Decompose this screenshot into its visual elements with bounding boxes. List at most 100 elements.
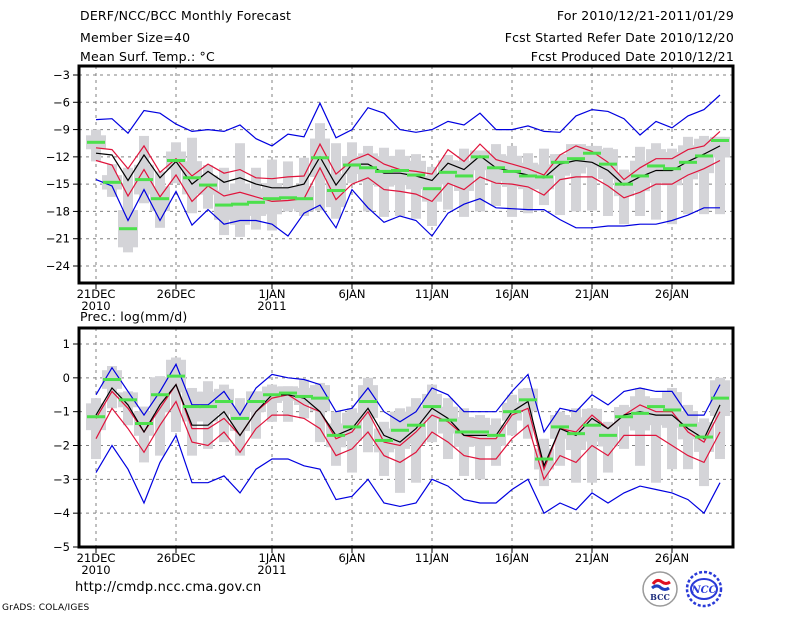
- member-marker: [407, 423, 425, 427]
- member-marker: [615, 182, 633, 186]
- member-marker: [503, 410, 521, 414]
- member-marker: [391, 428, 409, 432]
- member-marker: [327, 189, 345, 193]
- y-tick-label: −24: [46, 259, 70, 273]
- member-marker: [663, 167, 681, 171]
- ncc-logo-text: NCC: [690, 585, 716, 596]
- inner-box: [710, 136, 730, 158]
- member-marker: [423, 187, 441, 191]
- variable-label: Mean Surf. Temp.: °C: [80, 49, 215, 64]
- member-marker: [567, 432, 585, 436]
- member-marker: [103, 378, 121, 382]
- member-marker: [167, 158, 185, 162]
- x-tick-label: 6JAN: [339, 287, 366, 301]
- member-marker: [375, 438, 393, 442]
- spread-box: [283, 161, 293, 212]
- member-size-label: Member Size=40: [80, 30, 191, 45]
- spread-box: [619, 404, 629, 449]
- series-line-lower: [95, 159, 721, 203]
- member-marker: [327, 433, 345, 437]
- precip-panel-label: Prec.: log(mm/d): [80, 309, 188, 324]
- x-tick-year-label: 2010: [81, 563, 110, 577]
- y-tick-label: −18: [46, 204, 70, 218]
- bcc-logo-blue-swirl: [651, 584, 670, 591]
- member-marker: [695, 435, 713, 439]
- x-tick-label: 26DEC: [157, 287, 196, 301]
- chart-title: DERF/NCC/BCC Monthly Forecast: [80, 8, 292, 23]
- spread-box: [699, 418, 709, 487]
- member-marker: [279, 196, 297, 200]
- spread-box: [251, 391, 261, 439]
- bcc-logo: BCC: [641, 570, 679, 608]
- member-marker: [295, 394, 313, 398]
- grads-credit: GrADS: COLA/IGES: [2, 603, 90, 613]
- member-marker: [647, 405, 665, 409]
- series-line-max: [95, 362, 721, 434]
- spread-box: [523, 387, 533, 439]
- member-marker: [183, 405, 201, 409]
- member-marker: [135, 422, 153, 426]
- x-tick-label: 21JAN: [575, 287, 609, 301]
- member-marker: [711, 138, 729, 142]
- member-marker: [599, 433, 617, 437]
- member-marker: [87, 415, 105, 419]
- x-tick-label: 21JAN: [575, 551, 609, 565]
- spread-box: [267, 384, 277, 422]
- spread-box: [715, 377, 725, 460]
- member-marker: [87, 140, 105, 144]
- member-marker: [391, 169, 409, 172]
- bcc-logo-text: BCC: [650, 592, 670, 602]
- member-marker: [167, 374, 185, 378]
- spread-box: [699, 135, 709, 215]
- member-marker: [263, 393, 281, 397]
- member-marker: [407, 173, 425, 177]
- member-marker: [487, 166, 505, 170]
- spread-box: [651, 398, 661, 483]
- x-tick-year-label: 2011: [257, 563, 286, 577]
- x-tick-label: 26JAN: [655, 551, 689, 565]
- y-tick-label: −3: [53, 472, 70, 486]
- y-tick-label: −5: [53, 540, 70, 554]
- y-tick-label: −21: [46, 232, 70, 246]
- spread-box: [555, 154, 565, 216]
- x-tick-label: 11JAN: [415, 551, 449, 565]
- spread-box: [171, 357, 181, 432]
- forecast-produced-date: Fcst Produced Date 2010/12/21: [530, 49, 734, 64]
- member-marker: [439, 418, 457, 422]
- member-marker: [151, 393, 169, 397]
- x-tick-label: 11JAN: [415, 287, 449, 301]
- footer-url[interactable]: http://cmdp.ncc.cma.gov.cn: [75, 580, 262, 595]
- member-marker: [311, 156, 329, 160]
- x-tick-label: 1JAN: [259, 551, 286, 565]
- spread-box: [155, 376, 165, 456]
- member-marker: [567, 157, 585, 161]
- member-marker: [519, 398, 537, 402]
- x-tick-label: 16JAN: [495, 287, 529, 301]
- series-line-max: [95, 94, 721, 147]
- member-marker: [551, 425, 569, 429]
- member-marker: [487, 433, 505, 437]
- member-marker: [343, 425, 361, 429]
- member-marker: [119, 227, 137, 231]
- forecast-started-date: Fcst Started Refer Date 2010/12/20: [504, 30, 734, 45]
- plot-frame: [77, 64, 735, 285]
- y-tick-label: −2: [53, 439, 70, 453]
- x-tick-label: 26DEC: [157, 551, 196, 565]
- member-marker: [455, 174, 473, 178]
- member-marker: [647, 164, 665, 168]
- spread-box: [283, 386, 293, 422]
- spread-box: [395, 408, 405, 493]
- member-marker: [359, 166, 377, 170]
- member-marker: [503, 169, 521, 173]
- x-tick-year-label: 2011: [257, 299, 286, 313]
- spread-box: [603, 421, 613, 473]
- member-marker: [471, 430, 489, 434]
- inner-box: [550, 154, 570, 176]
- y-tick-label: −15: [46, 177, 70, 191]
- member-marker: [199, 405, 217, 409]
- spread-box: [619, 169, 629, 225]
- member-marker: [439, 170, 457, 174]
- spread-box: [587, 145, 597, 211]
- member-marker: [471, 155, 489, 159]
- member-marker: [151, 197, 169, 201]
